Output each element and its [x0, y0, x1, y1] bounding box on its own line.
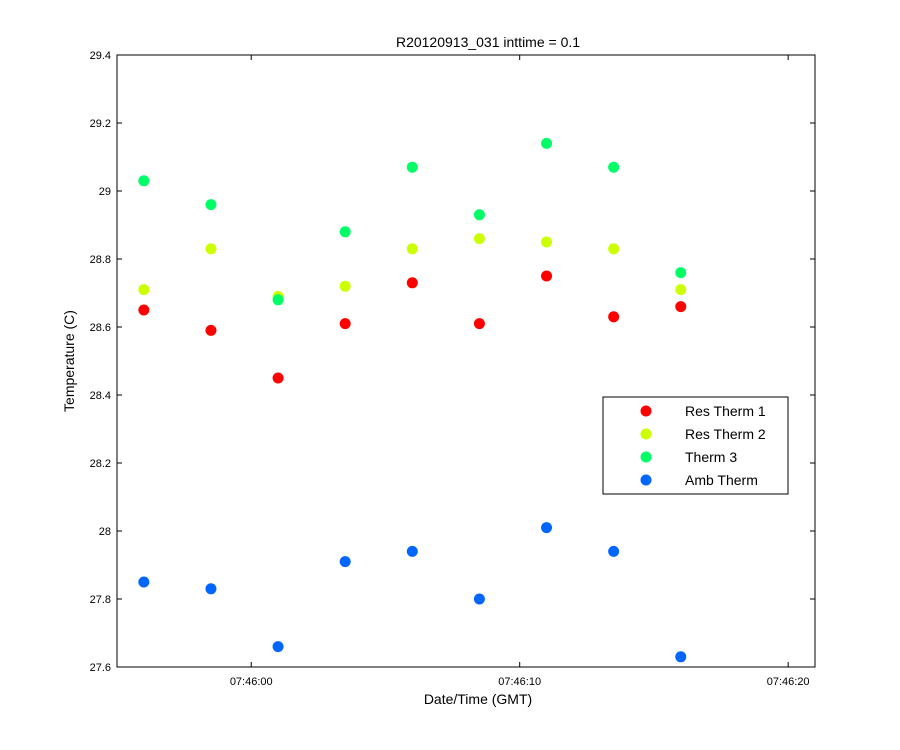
data-point: [473, 318, 485, 330]
plot-area: [116, 54, 816, 668]
data-point: [272, 641, 284, 653]
data-point: [138, 304, 150, 316]
x-axis: 07:46:00 07:46:10 07:46:20: [230, 55, 810, 688]
y-axis-title: Temperature (C): [61, 310, 77, 412]
y-tick-label: 29.4: [90, 50, 111, 62]
data-point: [675, 651, 687, 663]
data-point: [473, 233, 485, 245]
legend: Res Therm 1 Res Therm 2 Therm 3 Amb Therm: [602, 396, 789, 495]
data-point: [473, 593, 485, 605]
data-points: [138, 137, 687, 663]
data-point: [406, 545, 418, 557]
legend-marker: [640, 474, 652, 486]
data-point: [541, 137, 553, 149]
data-point: [608, 545, 620, 557]
legend-marker: [640, 428, 652, 440]
data-point: [205, 583, 217, 595]
legend-label: Res Therm 2: [685, 426, 766, 442]
data-point: [272, 294, 284, 306]
y-axis: 27.6 27.8 28 28.2 28.4 28.6 28.8 29 29.2 29.4: [90, 50, 815, 674]
y-tick-label: 28.8: [90, 254, 111, 266]
chart-title: R20120913_031 inttime = 0.1: [396, 34, 580, 50]
data-point: [272, 372, 284, 384]
legend-marker: [640, 451, 652, 463]
data-point: [138, 175, 150, 187]
data-point: [541, 522, 553, 534]
y-tick-label: 27.6: [90, 662, 111, 674]
y-tick-label: 29.2: [90, 118, 111, 130]
x-tick-label: 07:46:00: [230, 676, 273, 688]
data-point: [675, 267, 687, 279]
data-point: [205, 199, 217, 211]
data-point: [205, 243, 217, 255]
data-point: [138, 284, 150, 296]
legend-label: Therm 3: [685, 449, 737, 465]
x-tick-label: 07:46:10: [498, 676, 541, 688]
data-point: [406, 243, 418, 255]
legend-marker: [640, 405, 652, 417]
y-tick-label: 28.6: [90, 322, 111, 334]
data-point: [541, 270, 553, 282]
data-point: [406, 277, 418, 289]
data-point: [138, 576, 150, 588]
x-axis-title: Date/Time (GMT): [424, 691, 532, 707]
data-point: [675, 284, 687, 296]
data-point: [608, 243, 620, 255]
y-tick-label: 29: [99, 186, 111, 198]
data-point: [339, 226, 351, 238]
y-tick-label: 28: [99, 526, 111, 538]
data-point: [339, 556, 351, 568]
data-point: [675, 301, 687, 313]
data-point: [473, 209, 485, 221]
data-point: [541, 236, 553, 248]
y-tick-label: 28.4: [90, 390, 111, 402]
data-point: [406, 161, 418, 173]
x-tick-label: 07:46:20: [767, 676, 810, 688]
legend-box: [602, 396, 789, 495]
y-tick-label: 28.2: [90, 458, 111, 470]
data-point: [608, 161, 620, 173]
legend-label: Res Therm 1: [685, 403, 766, 419]
data-point: [339, 280, 351, 292]
data-point: [608, 311, 620, 323]
y-tick-label: 27.8: [90, 594, 111, 606]
data-point: [205, 324, 217, 336]
legend-label: Amb Therm: [685, 472, 758, 488]
data-point: [339, 318, 351, 330]
